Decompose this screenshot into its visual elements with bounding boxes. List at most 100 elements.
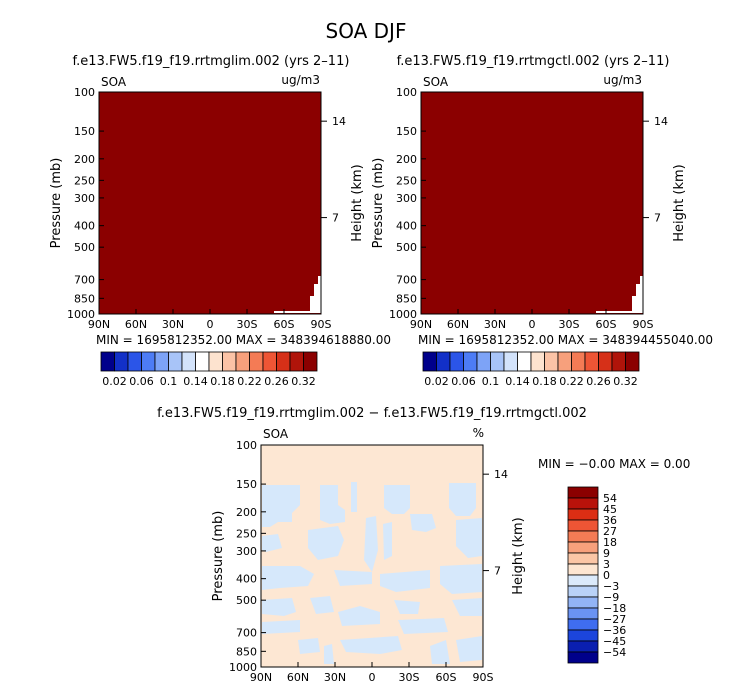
colorbar-box	[222, 351, 237, 372]
colorbar-label: 27	[603, 525, 617, 538]
height-tick-label: 7	[332, 212, 339, 225]
colorbar-box	[544, 351, 559, 372]
colorbar-label: 0.22	[237, 375, 262, 388]
colorbar-box	[611, 351, 626, 372]
x-tick-label: 0	[529, 318, 536, 331]
colorbar-box	[517, 351, 532, 372]
x-tick-label: 90S	[473, 671, 494, 684]
panel-3-variable-label: SOA	[263, 427, 289, 441]
panel-2-title: f.e13.FW5.f19_f19.rrtmgctl.002 (yrs 2–11…	[397, 54, 670, 69]
panel-1-masked-region	[274, 276, 321, 313]
height-tick-label: 14	[494, 468, 508, 481]
colorbar-label: 45	[603, 503, 617, 516]
panel-1-height-axis: 14 7	[321, 115, 346, 225]
colorbar-label: −27	[603, 613, 626, 626]
panel-1-units-label: ug/m3	[281, 73, 320, 87]
colorbar-label: −36	[603, 624, 626, 637]
colorbar-box	[625, 351, 640, 372]
x-tick-label: 30S	[237, 318, 258, 331]
contour-region	[298, 638, 320, 654]
colorbar-box	[567, 651, 599, 664]
panel-3-units-label: %	[473, 426, 484, 440]
colorbar-label: 0.02	[424, 375, 449, 388]
colorbar-box	[571, 351, 586, 372]
x-tick-label: 30S	[399, 671, 420, 684]
colorbar-label: 18	[603, 536, 617, 549]
colorbar-box	[567, 530, 599, 543]
y-tick-label: 150	[236, 478, 257, 491]
colorbar-label: 0.1	[160, 375, 178, 388]
colorbar-box	[476, 351, 491, 372]
y-tick-label: 400	[236, 573, 257, 586]
y-tick-label: 150	[396, 125, 417, 138]
colorbar-label: 0.32	[291, 375, 316, 388]
colorbar-box	[262, 351, 277, 372]
colorbar-label: −45	[603, 635, 626, 648]
height-tick-label: 14	[654, 115, 668, 128]
x-tick-label: 60S	[274, 318, 295, 331]
x-tick-label: 60S	[436, 671, 457, 684]
y-tick-label: 250	[396, 174, 417, 187]
colorbar-box	[567, 585, 599, 598]
colorbar-box	[567, 574, 599, 587]
colorbar-label: −18	[603, 602, 626, 615]
colorbar-label: 54	[603, 492, 617, 505]
y-tick-label: 400	[74, 220, 95, 233]
colorbar-box	[503, 351, 518, 372]
contour-region	[394, 600, 420, 614]
colorbar-box	[530, 351, 545, 372]
x-tick-label: 60N	[125, 318, 147, 331]
panel-3: f.e13.FW5.f19_f19.rrtmglim.002 − f.e13.F…	[157, 406, 690, 684]
colorbar-label: 0.22	[559, 375, 584, 388]
colorbar-box	[567, 552, 599, 565]
panel-2-x-axis: 90N 60N 30N 0 30S 60S 90S	[410, 309, 654, 331]
contour-region	[351, 482, 357, 512]
y-tick-label: 850	[236, 645, 257, 658]
contour-region	[456, 636, 482, 662]
panel-2-height-axis: 14 7	[643, 115, 668, 225]
colorbar-box	[557, 351, 572, 372]
colorbar-label: 0.14	[505, 375, 530, 388]
contour-region	[383, 522, 392, 560]
contour-region	[440, 564, 482, 594]
x-tick-label: 90N	[410, 318, 432, 331]
contour-region	[308, 526, 344, 560]
y-tick-label: 400	[396, 220, 417, 233]
colorbar-box	[208, 351, 223, 372]
contour-region	[338, 606, 380, 626]
contour-region	[398, 618, 448, 634]
panel-3-height-axis: 14 7	[483, 468, 508, 578]
colorbar-label: −3	[603, 580, 619, 593]
panel-3-negative-regions	[262, 482, 482, 664]
colorbar-label: 0.18	[210, 375, 235, 388]
panel-3-stats: MIN = −0.00 MAX = 0.00	[538, 457, 690, 471]
y-tick-label: 700	[236, 627, 257, 640]
colorbar-box	[289, 351, 304, 372]
colorbar-label: −54	[603, 646, 626, 659]
colorbar-box	[235, 351, 250, 372]
colorbar-label: 0.26	[264, 375, 289, 388]
colorbar-box	[567, 640, 599, 653]
y-tick-label: 500	[74, 241, 95, 254]
panel-1-y-label: Pressure (mb)	[49, 158, 64, 249]
colorbar-box	[567, 629, 599, 642]
x-tick-label: 60N	[447, 318, 469, 331]
y-tick-label: 100	[396, 86, 417, 99]
colorbar-box	[567, 497, 599, 510]
contour-region	[334, 570, 372, 586]
colorbar-box	[114, 351, 129, 372]
panel-1-colorbar: 0.02 0.06 0.1 0.14 0.18 0.22 0.26 0.32	[100, 351, 318, 388]
panel-2-y-axis: 100 150 200 250 300 400 500 700 850 1000	[389, 86, 426, 321]
contour-region	[262, 620, 300, 634]
colorbar-box	[100, 351, 115, 372]
colorbar-label: 0.14	[183, 375, 208, 388]
panel-1-stats: MIN = 1695812352.00 MAX = 348394618880.0…	[96, 333, 391, 347]
colorbar-box	[249, 351, 264, 372]
y-tick-label: 150	[74, 125, 95, 138]
colorbar-box	[181, 351, 196, 372]
contour-region	[380, 570, 430, 592]
panel-2-colorbar: 0.02 0.06 0.1 0.14 0.18 0.22 0.26 0.32	[422, 351, 640, 388]
panel-3-y-axis: 100 150 200 250 300 400 500 700 850 1000	[229, 439, 266, 674]
colorbar-box	[567, 508, 599, 521]
